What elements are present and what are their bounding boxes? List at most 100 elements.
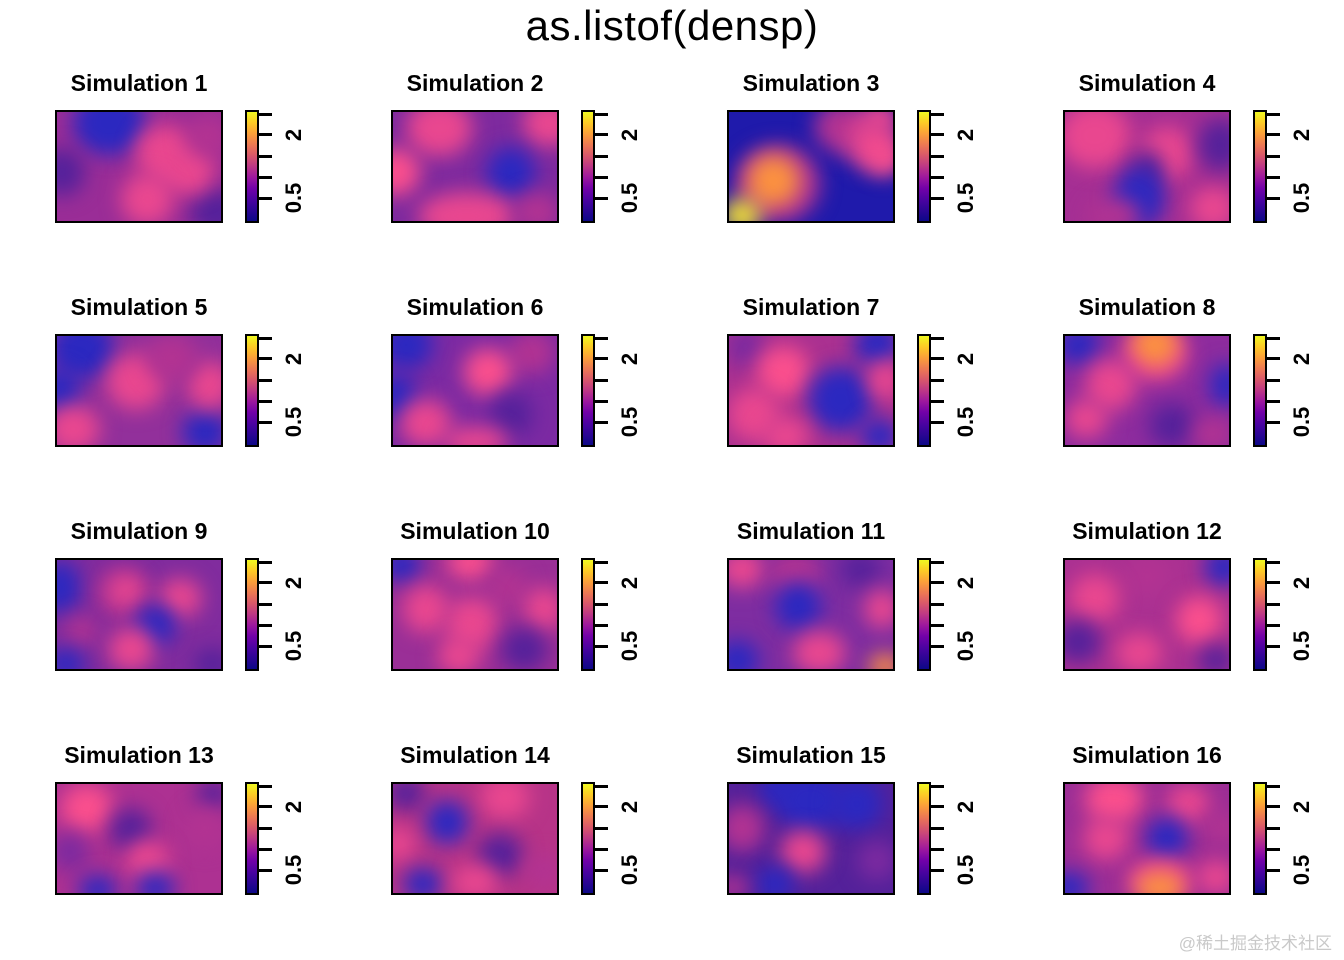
panel-title: Simulation 14 <box>400 742 550 768</box>
colorbar-tick <box>931 420 944 424</box>
colorbar <box>245 110 259 223</box>
heatmap <box>1063 334 1231 447</box>
heatmap <box>391 558 559 671</box>
density-blob <box>57 561 80 614</box>
density-blob <box>57 147 85 196</box>
colorbar-tick <box>595 399 608 403</box>
colorbar-tick <box>595 420 608 424</box>
colorbar-tick <box>931 336 944 340</box>
density-blob <box>1087 198 1141 221</box>
colorbar-tick-label: 2 <box>617 576 642 589</box>
colorbar-tick <box>595 112 608 116</box>
density-blob <box>193 648 221 669</box>
density-blob <box>1204 810 1229 846</box>
density-blob <box>1176 595 1223 644</box>
colorbar-tick <box>1267 847 1280 851</box>
density-blob <box>1083 816 1129 861</box>
colorbar-tick <box>259 827 272 831</box>
colorbar <box>581 110 595 223</box>
colorbar-tick-label: 2 <box>953 576 978 589</box>
density-blob <box>501 627 548 669</box>
density-blob <box>1148 403 1195 445</box>
colorbar-tick <box>931 644 944 648</box>
density-blob <box>65 615 98 647</box>
density-blob <box>1145 816 1188 861</box>
density-blob <box>807 366 874 432</box>
colorbar-tick <box>595 336 608 340</box>
colorbar-tick <box>259 175 272 179</box>
colorbar-tick <box>931 357 944 361</box>
density-blob <box>402 585 449 634</box>
heatmap <box>1063 782 1231 895</box>
colorbar-tick-label: 0.5 <box>953 854 978 886</box>
colorbar-tick <box>931 603 944 607</box>
density-blob <box>729 874 749 893</box>
heatmap <box>55 334 223 447</box>
density-blob <box>514 192 557 221</box>
simulation-panel: Simulation 2 2 0.5 <box>336 64 672 288</box>
simulation-panel: Simulation 5 2 0.5 <box>0 288 336 512</box>
simulation-panel: Simulation 4 2 0.5 <box>1008 64 1344 288</box>
colorbar-tick <box>931 784 944 788</box>
colorbar <box>1253 110 1267 223</box>
density-blob <box>1196 859 1229 893</box>
density-blob <box>120 173 174 221</box>
colorbar-tick <box>259 357 272 361</box>
colorbar-tick <box>595 868 608 872</box>
density-blob <box>452 864 498 893</box>
colorbar-tick <box>931 805 944 809</box>
density-blob <box>729 198 762 221</box>
colorbar <box>1253 558 1267 671</box>
colorbar-tick <box>595 133 608 137</box>
colorbar-tick <box>1267 868 1280 872</box>
panel-title: Simulation 12 <box>1072 518 1222 544</box>
density-blob <box>1124 560 1170 596</box>
colorbar-tick <box>259 379 272 383</box>
colorbar-tick <box>931 868 944 872</box>
density-blob <box>1189 186 1229 221</box>
panel-title: Simulation 4 <box>1078 70 1216 96</box>
panel-title: Simulation 6 <box>406 294 544 320</box>
colorbar-tick <box>931 827 944 831</box>
colorbar-tick <box>259 420 272 424</box>
colorbar-tick <box>1267 560 1280 564</box>
colorbar-tick <box>1267 175 1280 179</box>
panel-title: Simulation 10 <box>400 518 550 544</box>
density-blob <box>402 867 443 893</box>
density-blob <box>479 784 530 819</box>
density-blob <box>868 359 893 400</box>
colorbar <box>1253 782 1267 895</box>
density-blob <box>1197 645 1229 669</box>
watermark: @稀土掘金技术社区 <box>1178 934 1332 953</box>
density-blob <box>1065 619 1102 664</box>
colorbar-tick-label: 0.5 <box>617 854 642 886</box>
density-blob <box>830 784 884 830</box>
density-blob <box>1197 118 1229 171</box>
density-blob <box>509 336 556 375</box>
simulation-grid: Simulation 1 2 0.5 Simulation 2 2 0.5 Simu… <box>0 64 1344 960</box>
heatmap <box>727 334 895 447</box>
colorbar-tick <box>595 623 608 627</box>
density-blob <box>145 336 199 382</box>
density-blob <box>729 560 766 589</box>
density-blob <box>425 800 469 844</box>
colorbar-tick <box>595 196 608 200</box>
colorbar-tick-label: 2 <box>281 576 306 589</box>
colorbar-tick <box>931 581 944 585</box>
colorbar <box>581 334 595 447</box>
colorbar-tick <box>595 805 608 809</box>
colorbar-tick-label: 0.5 <box>281 630 306 662</box>
colorbar-tick <box>1267 155 1280 159</box>
colorbar-tick <box>931 560 944 564</box>
colorbar-tick-label: 2 <box>617 128 642 141</box>
colorbar-tick <box>1267 603 1280 607</box>
colorbar-tick-label: 0.5 <box>1289 406 1314 438</box>
colorbar-tick-label: 2 <box>953 128 978 141</box>
colorbar-tick <box>595 603 608 607</box>
simulation-panel: Simulation 14 2 0.5 <box>336 736 672 960</box>
colorbar-tick-label: 0.5 <box>281 854 306 886</box>
density-blob <box>774 581 821 630</box>
colorbar-tick <box>931 623 944 627</box>
colorbar-tick <box>259 155 272 159</box>
heatmap <box>391 110 559 223</box>
